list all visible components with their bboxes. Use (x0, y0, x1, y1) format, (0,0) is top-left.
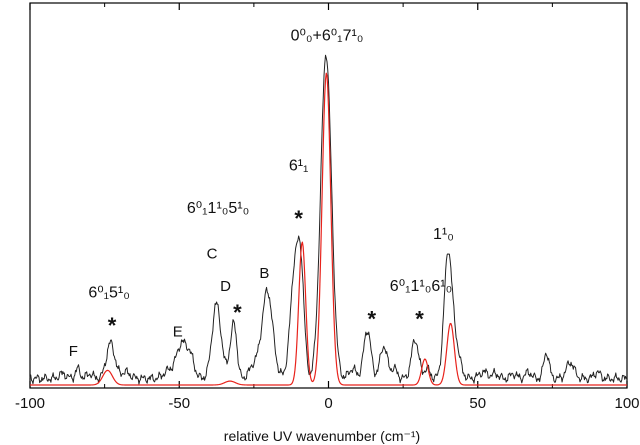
x-tick-label: 0 (324, 395, 332, 412)
labels-layer: 0⁰₀+6⁰₁7¹₀ 6¹₁ 6⁰₁1¹₀5¹₀ 6⁰₁5¹₀ 6⁰₁1¹₀6¹₀ 1¹₀… (69, 28, 454, 360)
peak-label: 1¹₀ (433, 226, 454, 243)
series-layer (29, 54, 628, 386)
peak-letter-label: F (69, 343, 78, 360)
x-axis-title: relative UV wavenumber (cm⁻¹) (224, 428, 420, 444)
peak-label: 6¹₁ (289, 158, 309, 175)
star-marker: * (368, 307, 377, 332)
peak-letter-label: D (220, 278, 231, 295)
x-tick-label: -50 (168, 395, 190, 412)
x-tick-label: -100 (15, 395, 45, 412)
peak-letter-label: E (173, 323, 183, 340)
peak-label: 0⁰₀+6⁰₁7¹₀ (291, 28, 364, 45)
x-tick-label: 50 (469, 395, 486, 412)
ticks-layer: -100 -50 0 50 100 (15, 3, 640, 412)
peak-letter-label: B (259, 265, 269, 282)
star-marker: * (294, 206, 303, 231)
peak-label: 6⁰₁1¹₀6¹₀ (390, 278, 452, 295)
plot-frame (29, 2, 628, 389)
star-marker: * (233, 300, 242, 325)
series-line-1 (30, 72, 627, 386)
peak-label: 6⁰₁1¹₀5¹₀ (187, 200, 249, 217)
peak-letter-label: C (207, 245, 218, 262)
star-marker: * (415, 307, 424, 332)
star-marker: * (108, 313, 117, 338)
series-line-0 (29, 54, 628, 385)
x-tick-label: 100 (614, 395, 639, 412)
peak-label: 6⁰₁5¹₀ (88, 284, 130, 301)
